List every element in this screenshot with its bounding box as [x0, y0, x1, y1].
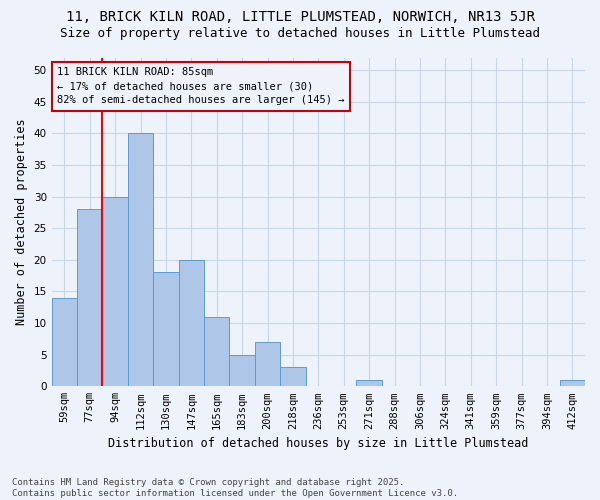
Bar	[560, 380, 585, 386]
Bar	[52, 298, 77, 386]
Bar	[204, 317, 229, 386]
Bar	[128, 134, 153, 386]
Bar	[103, 196, 128, 386]
Bar	[356, 380, 382, 386]
Text: 11 BRICK KILN ROAD: 85sqm
← 17% of detached houses are smaller (30)
82% of semi-: 11 BRICK KILN ROAD: 85sqm ← 17% of detac…	[57, 68, 344, 106]
Bar	[255, 342, 280, 386]
Bar	[179, 260, 204, 386]
Bar	[229, 354, 255, 386]
Text: Contains HM Land Registry data © Crown copyright and database right 2025.
Contai: Contains HM Land Registry data © Crown c…	[12, 478, 458, 498]
Bar	[77, 210, 103, 386]
Y-axis label: Number of detached properties: Number of detached properties	[15, 118, 28, 325]
Bar	[153, 272, 179, 386]
X-axis label: Distribution of detached houses by size in Little Plumstead: Distribution of detached houses by size …	[108, 437, 529, 450]
Bar	[280, 368, 305, 386]
Text: Size of property relative to detached houses in Little Plumstead: Size of property relative to detached ho…	[60, 28, 540, 40]
Text: 11, BRICK KILN ROAD, LITTLE PLUMSTEAD, NORWICH, NR13 5JR: 11, BRICK KILN ROAD, LITTLE PLUMSTEAD, N…	[65, 10, 535, 24]
